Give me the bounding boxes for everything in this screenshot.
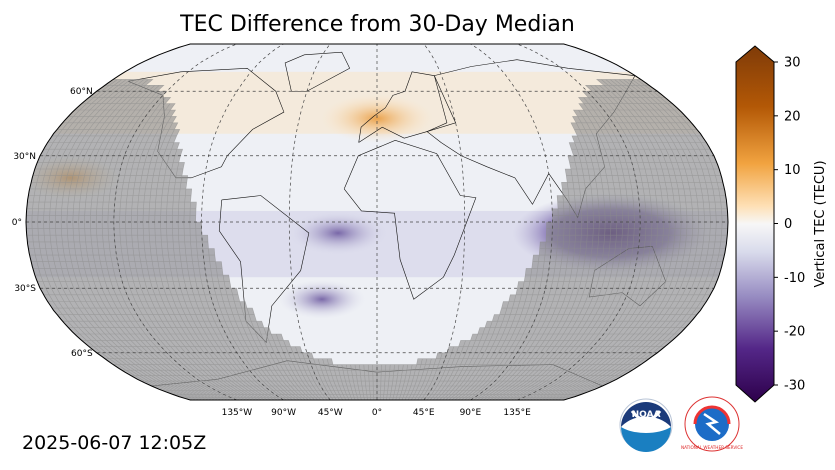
night-shading (26, 79, 728, 400)
lat-label: 60°S (71, 349, 93, 359)
colorbar-tick-label: -30 (784, 379, 805, 394)
colorbar-tick-label: 0 (784, 217, 792, 232)
globe-outline (25, 43, 729, 401)
colorbar: 30 20 10 0 -10 -20 -30 Vertical TEC (TECU) (735, 45, 828, 403)
meridian-line (113, 44, 238, 400)
noaa-logo-text: NOAA (632, 410, 661, 420)
chart-title: TEC Difference from 30-Day Median (180, 12, 575, 37)
anomaly-europe-positive (320, 94, 434, 143)
lon-label: 90°E (460, 408, 482, 418)
lat-label: 30°S (14, 284, 36, 294)
nws-logo-text: NATIONAL WEATHER SERVICE (681, 445, 743, 450)
anomaly-south-atlantic-negative (278, 279, 366, 319)
meridian-line (516, 44, 641, 400)
lon-label: 45°W (318, 408, 343, 418)
lon-label: 135°E (503, 408, 531, 418)
lon-label: 90°W (271, 408, 296, 418)
meridian-line (470, 44, 553, 400)
noaa-logo: NOAA (619, 398, 673, 452)
colorbar-tick-label: 30 (784, 56, 801, 71)
colorbar-ticks: 30 20 10 0 -10 -20 -30 (774, 56, 805, 394)
meridian-line (423, 44, 466, 400)
longitude-labels: 135°W 90°W 45°W 0° 45°E 90°E 135°E (222, 408, 531, 418)
meridian-line (201, 44, 284, 400)
lon-label: 45°E (413, 408, 435, 418)
coastline (218, 195, 310, 344)
latitude-labels: 60°N 30°N 0° 30°S 60°S (12, 87, 93, 359)
lat-label: 0° (12, 218, 22, 228)
colorbar-tick-label: 10 (784, 163, 801, 178)
timestamp: 2025-06-07 12:05Z (22, 432, 207, 454)
nws-logo: NATIONAL WEATHER SERVICE (681, 396, 743, 452)
graticule (26, 44, 728, 400)
colorbar-tick-label: -20 (784, 325, 805, 340)
anomaly-west-africa-negative (288, 211, 389, 256)
coastline (358, 71, 457, 143)
lon-label: 135°W (222, 408, 253, 418)
coastline (343, 140, 477, 300)
lat-label: 60°N (70, 87, 93, 97)
meridian-line (288, 44, 331, 400)
lat-label: 30°N (13, 152, 36, 162)
colorbar-bar (735, 45, 775, 403)
colorbar-tick-label: 20 (784, 109, 801, 124)
colorbar-label: Vertical TEC (TECU) (813, 160, 828, 287)
colorbar-tick-label: -10 (784, 271, 805, 286)
lon-label: 0° (372, 408, 382, 418)
